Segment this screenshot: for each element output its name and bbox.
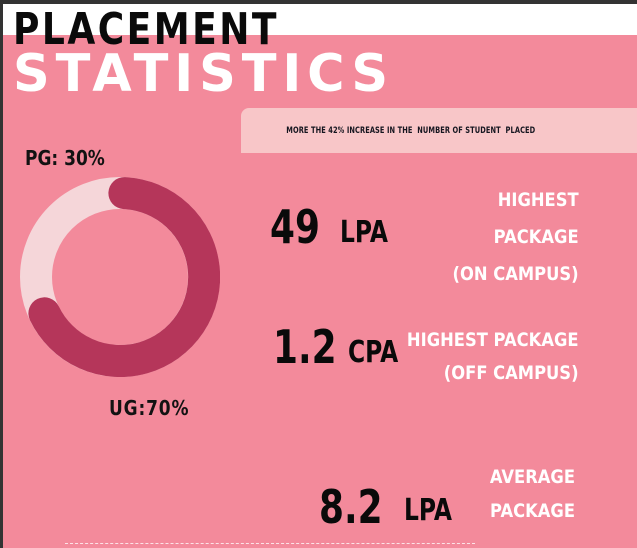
- ug-percentage-label: UG:70%: [109, 396, 190, 420]
- desc-line: HIGHEST PACKAGE: [407, 329, 579, 351]
- highest-on-campus-description: HIGHEST PACKAGE (ON CAMPUS): [453, 182, 579, 293]
- desc-line: (OFF CAMPUS): [444, 362, 579, 384]
- desc-line: (ON CAMPUS): [452, 263, 579, 285]
- highest-off-campus-description: HIGHEST PACKAGE (OFF CAMPUS): [407, 324, 579, 390]
- highest-on-campus-unit: LPA: [340, 215, 389, 250]
- banner-text: MORE THE 42% INCREASE IN THE NUMBER OF S…: [286, 125, 536, 136]
- highest-on-campus-value: 49: [270, 200, 320, 254]
- pg-percentage-label: PG: 30%: [25, 146, 105, 170]
- average-package-unit: LPA: [404, 493, 453, 528]
- highest-off-campus-unit: CPA: [348, 335, 399, 370]
- average-package-description: AVERAGE PACKAGE: [490, 460, 575, 528]
- desc-line: HIGHEST: [498, 189, 579, 211]
- desc-line: PACKAGE: [493, 226, 579, 248]
- title-statistics: STATISTICS: [13, 44, 394, 104]
- ug-arc: [28, 177, 220, 377]
- average-package-value: 8.2: [319, 480, 383, 534]
- desc-line: PACKAGE: [489, 500, 575, 522]
- increase-banner: MORE THE 42% INCREASE IN THE NUMBER OF S…: [241, 108, 637, 153]
- pg-ug-donut-chart: [20, 177, 220, 377]
- highest-off-campus-value: 1.2: [273, 320, 337, 374]
- infographic-page: PLACEMENT STATISTICS MORE THE 42% INCREA…: [3, 4, 637, 548]
- title-placement: PLACEMENT: [13, 4, 279, 55]
- dashed-divider: [65, 543, 475, 544]
- title-white-band: [3, 4, 637, 35]
- desc-line: AVERAGE: [489, 466, 575, 488]
